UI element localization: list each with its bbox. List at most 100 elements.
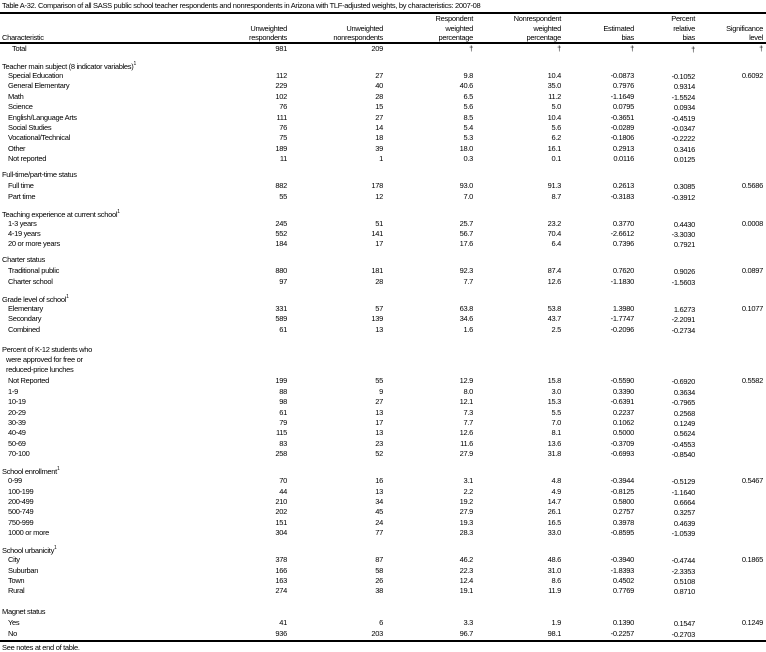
table-row-value: 13: [375, 428, 383, 438]
table-row-value: 2.5: [551, 324, 561, 334]
table-row-value: 0.7769: [612, 586, 634, 596]
table-row-value: 28.3: [459, 528, 474, 538]
table-row-value: 5.6: [551, 123, 561, 132]
table-row-value: 936: [275, 628, 287, 638]
table-row-value: 151: [275, 517, 287, 527]
table-row-value: 61: [279, 324, 287, 334]
table-row-value: 10.4: [547, 112, 562, 122]
table-row-label: English/Language Arts: [8, 112, 77, 122]
table-row-label: Vocational/Technical: [8, 133, 70, 143]
table-row-label: City: [8, 555, 20, 565]
table-row-label: Not reported: [8, 154, 47, 164]
table-row-value: 5.4: [463, 123, 473, 132]
table-row-label: 100-199: [8, 486, 34, 496]
section-header-text: School urbanicity: [2, 546, 55, 556]
table-row-value: 0.1865: [741, 555, 763, 565]
table-row-label: Town: [8, 576, 25, 585]
table-row-value: 2.2: [463, 486, 473, 496]
table-row-value: 70: [279, 476, 287, 486]
table-row-value: 18.0: [459, 143, 474, 153]
table-row-value: 45: [375, 507, 383, 517]
table-row-value: 11.6: [460, 438, 473, 448]
table-row-value: 56.7: [459, 229, 474, 238]
table-row-value: 0.5686: [741, 181, 763, 191]
table-title: Table A-32. Comparison of all SASS publi…: [2, 1, 481, 10]
section-header-text: Grade level of school: [2, 294, 67, 304]
top-rule: [0, 12, 766, 14]
table-row-value: 63.8: [459, 303, 474, 313]
table-row-label: Combined: [8, 324, 40, 334]
table-row-value: 0.4639: [673, 518, 695, 528]
table-row-value: 13: [375, 407, 383, 417]
table-row-label: No: [8, 628, 17, 638]
table-row-value: 34: [375, 497, 383, 506]
table-row-value: 12.9: [459, 376, 474, 386]
table-row-value: 5.0: [551, 102, 561, 112]
section-header: were approved for free or: [6, 355, 83, 364]
table-row-value: 14.7: [547, 497, 562, 506]
table-row-value: -0.5129: [671, 477, 696, 487]
table-row-value: 19.2: [459, 497, 474, 506]
table-row-value: -0.3651: [610, 112, 635, 122]
table-row-value: 15.8: [547, 376, 562, 386]
table-row-value: 16: [375, 476, 383, 486]
table-row-value: 12.6: [547, 276, 562, 286]
table-row-value: 245: [275, 218, 287, 228]
table-row-value: 0.9314: [673, 82, 695, 92]
table-row-value: 163: [275, 576, 287, 585]
table-row-label: 750-999: [8, 517, 34, 527]
section-header: Teaching experience at current school1: [2, 208, 120, 219]
table-row-label: 10-19: [8, 397, 26, 407]
table-row-value: 5.3: [463, 133, 473, 143]
table-row-value: 52: [375, 449, 383, 459]
bottom-rule: [0, 640, 766, 642]
table-row-value: 0.5467: [741, 476, 763, 486]
table-row-value: 41: [279, 618, 287, 628]
table-row-value: 26.1: [547, 507, 562, 517]
table-row-value: 16.1: [547, 143, 562, 153]
table-row-value: 0.3257: [673, 508, 695, 518]
table-row-value: 8.6: [551, 576, 561, 585]
column-header: weighted: [445, 23, 473, 33]
section-header: Grade level of school1: [2, 293, 69, 304]
table-row-value: -1.7747: [610, 314, 635, 324]
table-row-value: 8.7: [551, 191, 561, 201]
table-row-value: 4.8: [551, 476, 561, 486]
table-row-value: 77: [375, 528, 383, 538]
table-row-value: 0.1547: [673, 619, 695, 629]
section-header-text: School enrollment: [2, 467, 57, 477]
table-row-value: 91.3: [547, 181, 562, 191]
table-row-value: -1.5603: [671, 277, 696, 287]
table-row-value: 7.3: [463, 407, 473, 417]
table-row-value: 0.5000: [612, 428, 634, 438]
table-row-value: 0.4502: [612, 576, 634, 585]
total-row-value: 209: [371, 44, 383, 53]
column-header: Respondent: [435, 14, 474, 23]
table-row-value: -0.2734: [671, 325, 696, 335]
table-row-value: -2.3353: [671, 566, 696, 576]
table-row-value: 0.0008: [741, 218, 763, 228]
table-row-value: 83: [279, 438, 287, 448]
table-row-value: -0.0289: [610, 123, 635, 132]
table-row-value: 1.6273: [673, 304, 695, 314]
table-row-label: Not Reported: [8, 376, 50, 386]
table-row-label: Elementary: [8, 303, 43, 313]
column-header: Nonrespondent: [513, 14, 562, 23]
column-header: Unweighted: [250, 23, 287, 33]
table-row-label: 20 or more years: [8, 239, 60, 249]
table-row-value: 7.7: [463, 418, 473, 427]
section-header: Percent of K-12 students who: [2, 344, 92, 354]
table-row-value: 0.5582: [741, 376, 763, 386]
table-row-value: -0.6920: [671, 377, 696, 387]
table-row-label: Yes: [8, 618, 20, 628]
table-row-value: 0.2913: [612, 143, 634, 153]
column-header: respondents: [249, 33, 287, 42]
table-row-value: 17: [375, 239, 383, 249]
table-row-value: 23: [375, 438, 383, 448]
table-row-value: 43.7: [547, 314, 562, 324]
table-row-value: 199: [275, 376, 287, 386]
table-row-value: 0.7396: [612, 239, 634, 249]
table-row-value: 11.2: [548, 91, 561, 101]
table-row-label: Science: [8, 102, 33, 112]
table-row-value: 55: [375, 376, 383, 386]
